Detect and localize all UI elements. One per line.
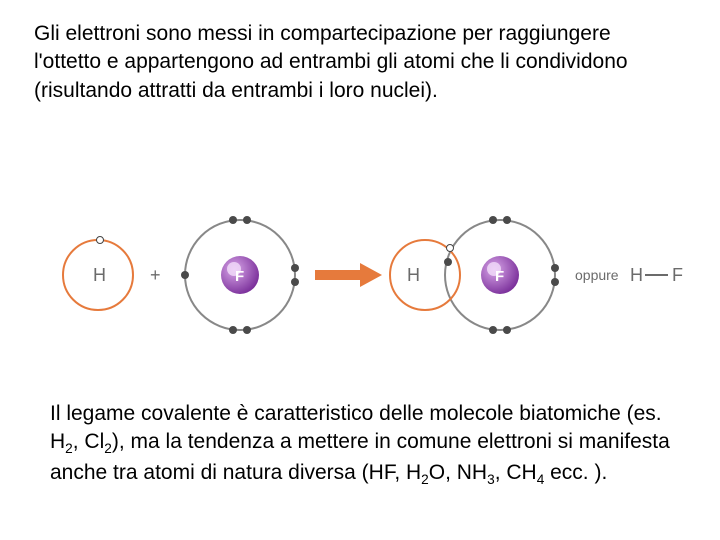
bp-mid1: , Cl	[73, 430, 105, 453]
h-label-bonded: H	[407, 265, 420, 285]
f-e	[551, 278, 559, 286]
summary-paragraph: Il legame covalente è caratteristico del…	[50, 400, 680, 490]
f-e	[489, 216, 497, 224]
f-e	[503, 216, 511, 224]
h-electron-left	[97, 237, 104, 244]
f-label-left: F	[235, 268, 244, 285]
f-e	[243, 216, 251, 224]
formula-h: H	[630, 265, 643, 285]
formula-f: F	[672, 265, 683, 285]
bp-sub2: 2	[104, 442, 112, 457]
oppure-text: oppure	[575, 267, 619, 283]
bp-sub3: 2	[421, 472, 429, 487]
f-e	[551, 264, 559, 272]
f-e	[291, 278, 299, 286]
bp-mid4: , CH	[495, 461, 537, 484]
f-e	[181, 271, 189, 279]
f-e	[243, 326, 251, 334]
f-e	[489, 326, 497, 334]
bp-mid3: O, NH	[429, 461, 487, 484]
h-label-left: H	[93, 265, 106, 285]
bp-sub4: 3	[487, 472, 495, 487]
f-e	[229, 326, 237, 334]
f-label-bonded: F	[495, 268, 504, 285]
bp-suffix: ecc. ).	[544, 461, 607, 484]
f-e	[503, 326, 511, 334]
shared-e	[444, 258, 452, 266]
f-e	[229, 216, 237, 224]
f-e	[291, 264, 299, 272]
shared-e	[447, 245, 454, 252]
reaction-arrow	[315, 263, 382, 287]
plus-sign: +	[150, 265, 161, 285]
intro-text: Gli elettroni sono messi in compartecipa…	[34, 22, 628, 102]
bonding-diagram: H + F H F oppure H F	[30, 195, 690, 355]
intro-paragraph: Gli elettroni sono messi in compartecipa…	[34, 20, 674, 105]
bp-sub1: 2	[65, 442, 73, 457]
